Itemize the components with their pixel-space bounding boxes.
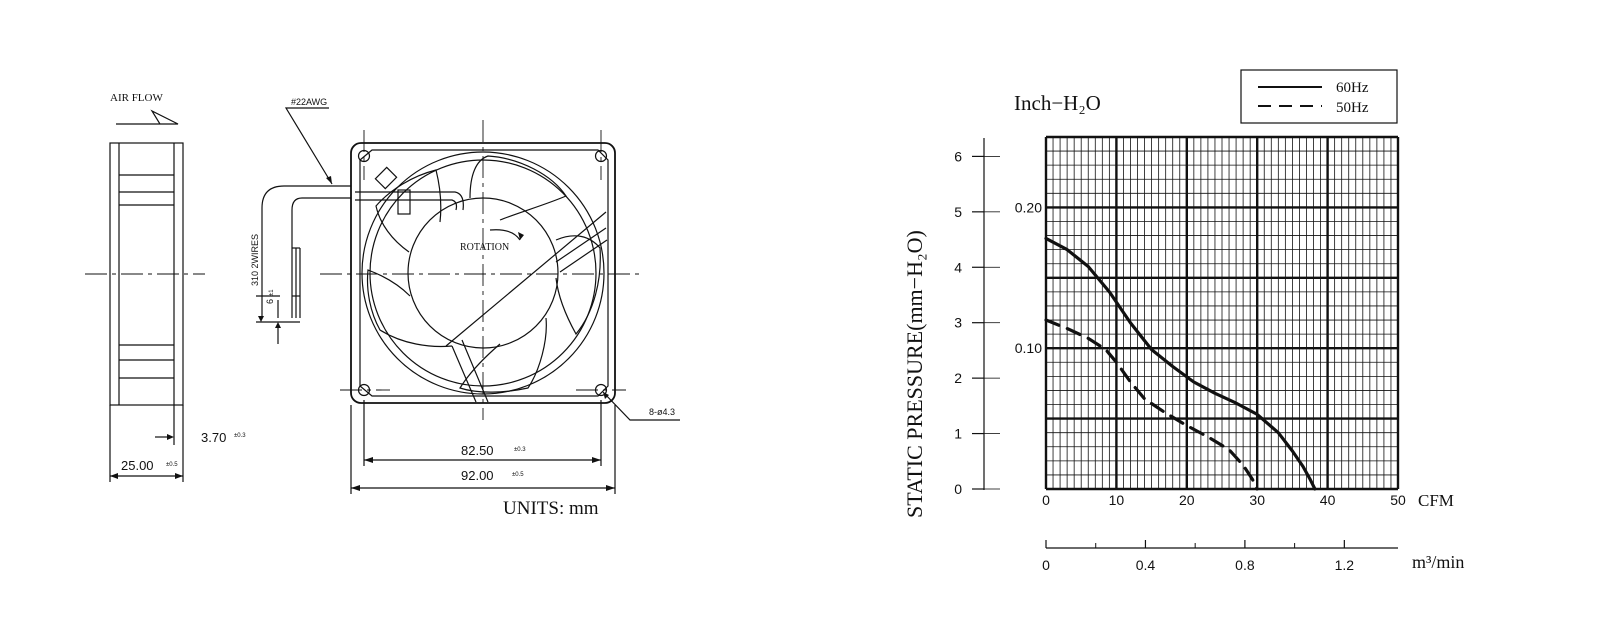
m3-tick-label: 0.8 [1235, 557, 1255, 573]
curve-60hz [1044, 236, 1317, 491]
airflow-arrow [116, 109, 179, 125]
mechanical-drawing: AIR FLOW 3.70 ±0.3 25.00 ±0.5 [85, 92, 680, 519]
legend-label-60hz: 60Hz [1336, 80, 1369, 96]
wire-length-label: 310 2WIRES [250, 234, 260, 286]
mm-tick-label: 5 [954, 204, 962, 220]
cfm-tick-label: 10 [1109, 492, 1125, 508]
hole-spec: 8-ø4.3 [649, 407, 675, 417]
dim-offset: 3.70 [201, 430, 226, 445]
plot-grid [1044, 135, 1400, 491]
dim-depth: 25.00 [121, 458, 154, 473]
legend-label-50hz: 50Hz [1336, 100, 1369, 116]
dim-hole-tol: ±0.3 [514, 447, 526, 453]
strip-length: 6 [265, 299, 275, 304]
m3-tick-label: 0.4 [1136, 557, 1156, 573]
fan-side-view: AIR FLOW 3.70 ±0.3 25.00 ±0.5 [85, 92, 246, 482]
strip-length-tol: ±1 [269, 289, 275, 296]
inch-h2o-label: Inch−H₂O [1014, 91, 1101, 115]
dim-offset-tol: ±0.3 [234, 433, 246, 439]
fan-front-view: ROTATION [250, 97, 680, 519]
mounting-holes [357, 149, 608, 397]
airflow-label: AIR FLOW [110, 92, 163, 104]
rotation-arrow [489, 229, 521, 241]
mm-tick-label: 0 [954, 481, 962, 497]
mm-tick-label: 4 [954, 259, 962, 275]
mm-tick-label: 1 [954, 426, 962, 442]
rotation-label: ROTATION [460, 242, 509, 253]
fan-blades [366, 155, 601, 393]
inch-axis: 0.10 0.20 [1015, 199, 1042, 356]
units-label: UNITS: mm [503, 498, 599, 519]
side-frame [109, 142, 184, 406]
y-axis-title: STATIC PRESSURE(mm−H₂O) [902, 230, 927, 518]
cfm-tick-label: 50 [1390, 492, 1406, 508]
cfm-axis: 0 10 20 30 40 50 [1042, 492, 1406, 508]
mm-tick-label: 3 [954, 315, 962, 331]
wire-leads [256, 185, 351, 344]
mm-axis: 0 1 2 3 4 5 6 [954, 148, 1000, 497]
curve-50hz [1044, 318, 1259, 491]
m3-axis: 0 0.4 0.8 1.2 [1042, 540, 1354, 573]
dim-hole-spacing: 82.50 [461, 443, 494, 458]
dim-frame-size: 92.00 [461, 468, 494, 483]
m3-unit-label: m³/min [1412, 552, 1464, 572]
inch-tick-label: 0.20 [1015, 199, 1042, 215]
m3-tick-label: 0 [1042, 557, 1050, 573]
inch-tick-label: 0.10 [1015, 340, 1042, 356]
mm-tick-label: 2 [954, 370, 962, 386]
dim-size-tol: ±0.5 [512, 472, 524, 478]
cfm-tick-label: 20 [1179, 492, 1195, 508]
cfm-tick-label: 30 [1249, 492, 1265, 508]
cfm-tick-label: 0 [1042, 492, 1050, 508]
curves [1044, 236, 1317, 491]
wire-gauge-label: #22AWG [291, 97, 327, 107]
m3-tick-label: 1.2 [1335, 557, 1355, 573]
legend: 60Hz 50Hz [1240, 69, 1398, 124]
mm-tick-label: 6 [954, 148, 962, 164]
pq-chart: Inch−H₂O STATIC PRESSURE(mm−H₂O) 60Hz 50… [902, 69, 1464, 573]
cfm-tick-label: 40 [1320, 492, 1336, 508]
cfm-unit-label: CFM [1418, 491, 1454, 510]
dim-depth-tol: ±0.5 [166, 462, 178, 468]
